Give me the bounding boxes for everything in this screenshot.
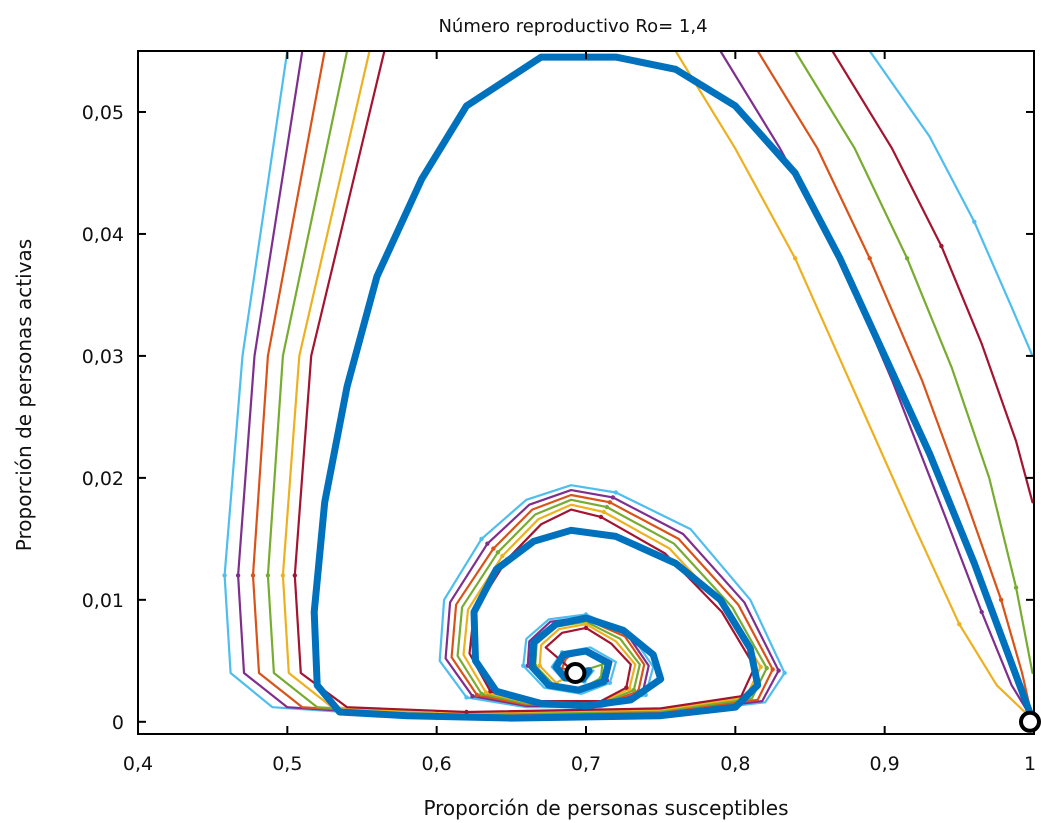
trajectory-4 bbox=[266, 51, 768, 716]
direction-marker bbox=[776, 668, 781, 673]
direction-marker bbox=[250, 573, 256, 578]
direction-marker bbox=[470, 694, 475, 699]
direction-marker bbox=[607, 680, 613, 685]
plot-area bbox=[222, 51, 1034, 722]
direction-marker bbox=[474, 692, 480, 698]
direction-marker bbox=[537, 663, 542, 668]
x-axis-label: Proporción de personas susceptibles bbox=[423, 796, 788, 820]
trajectory-7 bbox=[674, 51, 1034, 721]
direction-marker bbox=[758, 664, 763, 670]
y-axis-label: Proporción de personas activas bbox=[12, 239, 36, 551]
direction-marker bbox=[764, 665, 769, 671]
direction-marker bbox=[222, 573, 227, 578]
x-tick-label: 1 bbox=[1024, 753, 1036, 775]
trajectories bbox=[222, 51, 1034, 722]
trajectory-3 bbox=[251, 51, 774, 717]
trajectory-2 bbox=[237, 51, 780, 718]
y-tick-label: 0,04 bbox=[82, 224, 124, 246]
trajectory-6 bbox=[293, 51, 756, 714]
direction-marker bbox=[979, 609, 984, 615]
trajectory-12 bbox=[868, 51, 1034, 357]
trajectory-5 bbox=[281, 51, 762, 715]
direction-marker bbox=[867, 256, 872, 261]
x-tick-label: 0,6 bbox=[422, 753, 452, 775]
direction-marker bbox=[583, 622, 589, 627]
y-tick-label: 0,01 bbox=[82, 590, 124, 612]
direction-marker bbox=[604, 504, 610, 510]
direction-marker bbox=[464, 709, 469, 715]
trajectory-11 bbox=[831, 51, 1034, 504]
direction-marker bbox=[631, 687, 636, 693]
direction-marker bbox=[500, 553, 505, 559]
direction-marker bbox=[521, 663, 526, 668]
direction-marker bbox=[972, 219, 977, 224]
x-tick-label: 0,8 bbox=[720, 753, 750, 775]
direction-marker bbox=[610, 495, 616, 500]
direction-marker bbox=[495, 550, 501, 555]
direction-marker bbox=[957, 622, 962, 627]
direction-marker bbox=[491, 546, 496, 551]
direction-marker bbox=[607, 500, 613, 505]
direction-marker bbox=[235, 573, 241, 578]
equilibrium-point bbox=[1019, 710, 1041, 733]
direction-marker bbox=[485, 541, 490, 546]
direction-marker bbox=[598, 514, 604, 520]
direction-marker bbox=[280, 573, 286, 578]
direction-marker bbox=[601, 509, 607, 515]
y-tick-label: 0,05 bbox=[82, 102, 124, 124]
direction-marker bbox=[904, 256, 910, 261]
y-tick-label: 0 bbox=[112, 712, 124, 734]
trajectory-8 bbox=[719, 51, 1034, 721]
direction-marker bbox=[792, 256, 798, 261]
direction-marker bbox=[613, 490, 619, 495]
direction-marker bbox=[939, 243, 944, 249]
direction-marker bbox=[1013, 585, 1019, 590]
direction-marker bbox=[770, 667, 775, 672]
chart-title: Número reproductivo Ro= 1,4 bbox=[438, 16, 707, 37]
axes: 0,4 0,5 0,6 0,7 0,8 0,9 1 0 0,01 0,02 0,03 0,04 0,05 bbox=[82, 50, 1041, 775]
x-tick-label: 0,7 bbox=[571, 753, 601, 775]
direction-marker bbox=[464, 695, 469, 700]
direction-marker bbox=[998, 597, 1004, 602]
x-tick-label: 0,5 bbox=[272, 753, 302, 775]
direction-marker bbox=[479, 536, 484, 542]
direction-marker bbox=[479, 691, 484, 696]
direction-marker bbox=[265, 573, 271, 578]
x-tick-label: 0,9 bbox=[870, 753, 900, 775]
trajectory-9 bbox=[756, 51, 1034, 721]
direction-marker bbox=[583, 625, 589, 631]
direction-marker bbox=[483, 690, 489, 695]
y-tick-label: 0,03 bbox=[82, 346, 124, 368]
direction-marker bbox=[624, 685, 629, 690]
y-tick-label: 0,02 bbox=[82, 468, 124, 490]
trajectory-0 bbox=[310, 53, 1034, 722]
x-tick-label: 0,4 bbox=[123, 753, 153, 775]
equilibrium-point bbox=[564, 662, 587, 685]
direction-marker bbox=[292, 573, 297, 578]
direction-marker bbox=[782, 670, 787, 676]
